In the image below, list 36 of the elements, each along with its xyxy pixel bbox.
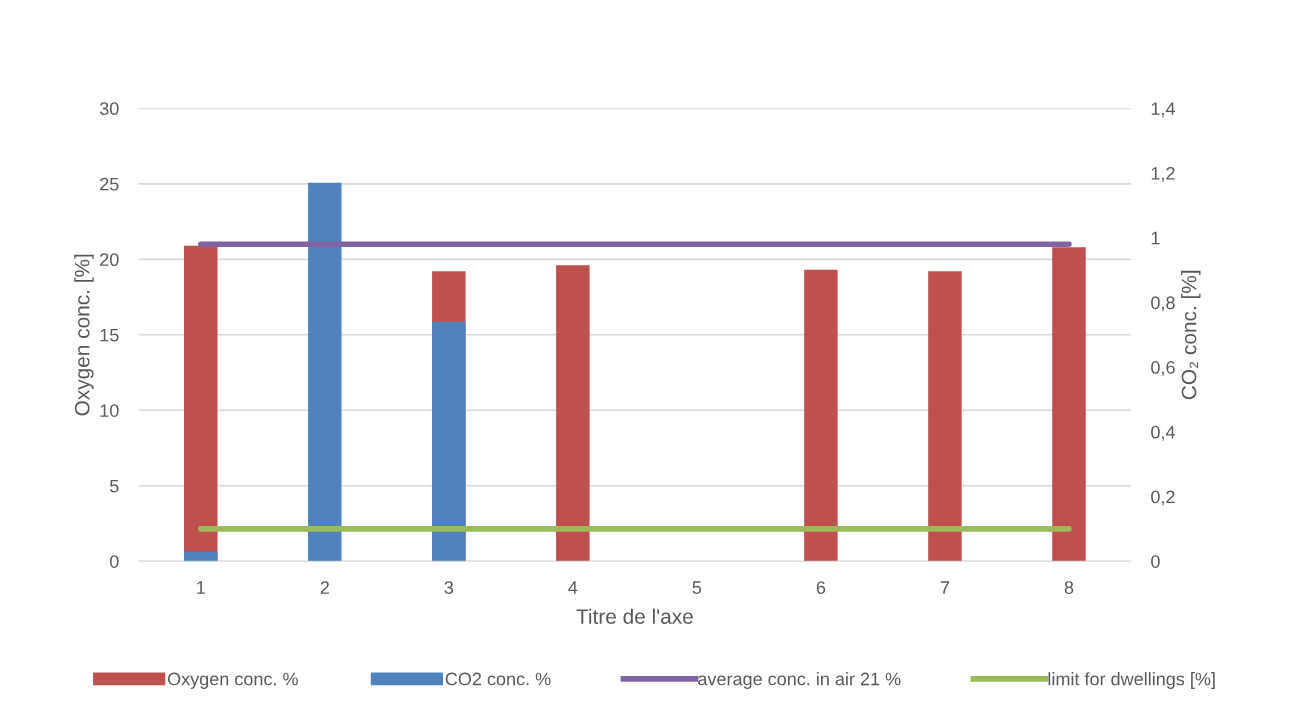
bar bbox=[308, 182, 342, 562]
y2-axis-title: CO₂ conc. [%] bbox=[1181, 270, 1201, 400]
y-tick-label: 0 bbox=[109, 555, 119, 568]
y-tick-label: 15 bbox=[100, 328, 119, 342]
y-axis-title: Oxygen conc. [%] bbox=[74, 254, 94, 416]
bar bbox=[804, 269, 838, 562]
legend-label: limit for dwellings [%] bbox=[1048, 672, 1215, 689]
y-tick-label: 25 bbox=[100, 177, 119, 191]
x-tick-label: 3 bbox=[444, 581, 454, 594]
y2-tick-label: 0 bbox=[1151, 555, 1160, 568]
x-tick-label: 8 bbox=[1064, 581, 1074, 594]
y2-tick-label: 1,2 bbox=[1151, 166, 1175, 182]
y2-tick-label: 1 bbox=[1151, 231, 1160, 245]
bar bbox=[556, 265, 590, 562]
x-tick-label: 6 bbox=[816, 581, 826, 594]
x-tick-label: 4 bbox=[568, 581, 578, 594]
bar bbox=[184, 551, 218, 562]
y2-tick-label: 0,6 bbox=[1151, 361, 1175, 376]
bar bbox=[1052, 247, 1086, 562]
legend-label: CO2 conc. % bbox=[445, 672, 551, 686]
x-tick-label: 7 bbox=[940, 581, 950, 594]
y2-tick-label: 0,8 bbox=[1151, 296, 1175, 312]
x-tick-label: 5 bbox=[692, 581, 702, 594]
y-tick-label: 30 bbox=[99, 102, 119, 116]
y-tick-label: 5 bbox=[109, 479, 119, 493]
legend-label: Oxygen conc. % bbox=[167, 672, 298, 689]
y-tick-label: 10 bbox=[100, 404, 119, 417]
legend-label: average conc. in air 21 % bbox=[698, 672, 901, 689]
y2-tick-label: 0,4 bbox=[1151, 425, 1175, 441]
x-axis-title: Titre de l'axe bbox=[576, 608, 693, 624]
y-tick-label: 20 bbox=[100, 253, 119, 267]
bar bbox=[928, 271, 962, 562]
x-tick-label: 1 bbox=[197, 581, 205, 594]
y2-tick-label: 1,4 bbox=[1151, 102, 1175, 118]
x-tick-label: 2 bbox=[320, 581, 329, 594]
y2-tick-label: 0,2 bbox=[1151, 490, 1175, 506]
